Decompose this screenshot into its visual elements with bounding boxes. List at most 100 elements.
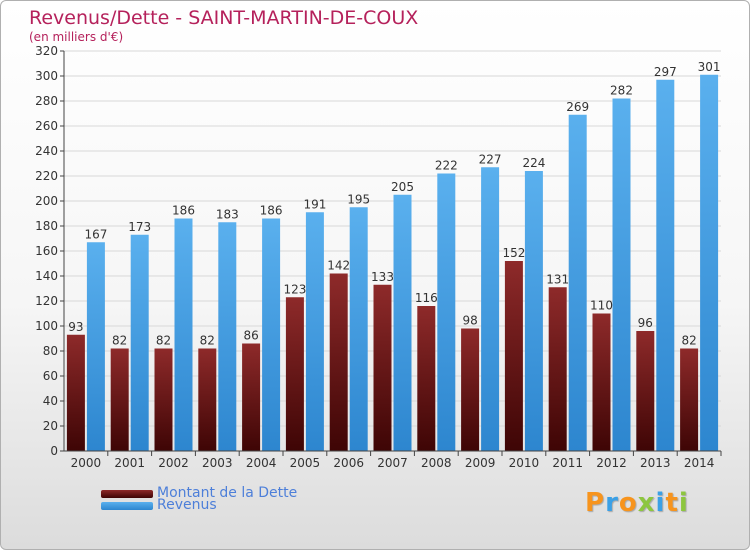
bar-dette-2006 [329,273,348,451]
bar-dette-2009 [461,328,480,451]
x-tick-label-2005: 2005 [290,456,321,470]
y-tick-label: 280 [35,94,58,108]
bar-dette-2008 [417,306,436,451]
bar-revenus-2004 [262,218,281,451]
y-tick-label: 120 [35,294,58,308]
data-label-dette-2000: 93 [68,320,83,334]
legend-label-dette: Montant de la Dette [157,485,298,501]
bar-revenus-2010 [524,171,543,451]
bar-dette-2004 [242,343,261,451]
y-tick-label: 180 [35,219,58,233]
proxiti-logo: Proxiti [585,488,689,518]
bar-revenus-2013 [656,79,675,451]
data-label-dette-2005: 123 [283,282,306,296]
y-tick-label: 160 [35,244,58,258]
x-tick-label-2006: 2006 [333,456,364,470]
bar-dette-2000 [66,334,85,451]
chart-subtitle: (en milliers d'€) [29,30,124,44]
logo-letter: P [585,488,606,518]
data-label-revenus-2009: 227 [479,152,502,166]
data-label-revenus-2013: 297 [654,65,677,79]
bar-revenus-2008 [437,173,456,451]
data-label-dette-2007: 133 [371,270,394,284]
logo-letter: i [655,488,666,518]
data-label-dette-2014: 82 [681,334,696,348]
data-label-dette-2001: 82 [112,334,127,348]
legend-label-revenus: Revenus [157,497,217,513]
data-label-dette-2009: 98 [462,314,477,328]
y-tick-label: 0 [50,444,58,458]
bar-dette-2010 [504,261,523,451]
data-label-dette-2013: 96 [638,316,653,330]
legend-swatch-dette [101,490,153,498]
y-tick-label: 300 [35,69,58,83]
x-tick-label-2003: 2003 [202,456,233,470]
data-label-revenus-2008: 222 [435,159,458,173]
bar-revenus-2005 [305,212,324,451]
bar-revenus-2009 [481,167,500,451]
data-label-revenus-2010: 224 [522,156,545,170]
logo-letter: r [605,488,619,518]
y-tick-label: 240 [35,144,58,158]
bar-revenus-2011 [568,114,587,451]
data-label-revenus-2012: 282 [610,84,633,98]
data-label-dette-2012: 110 [590,299,613,313]
data-label-dette-2010: 152 [502,246,525,260]
data-label-revenus-2002: 186 [172,204,195,218]
x-tick-label-2013: 2013 [640,456,671,470]
x-tick-label-2001: 2001 [114,456,145,470]
data-label-revenus-2006: 195 [347,192,370,206]
y-tick-label: 220 [35,169,58,183]
bar-dette-2013 [636,331,655,451]
bar-revenus-2003 [218,222,237,451]
data-label-dette-2006: 142 [327,259,350,273]
x-tick-label-2014: 2014 [684,456,715,470]
bar-revenus-2001 [130,234,149,451]
x-tick-label-2009: 2009 [465,456,496,470]
bar-revenus-2014 [700,74,719,451]
bar-revenus-2007 [393,194,412,451]
bar-revenus-2002 [174,218,193,451]
bar-revenus-2006 [349,207,368,451]
data-label-revenus-2007: 205 [391,180,414,194]
data-label-revenus-2005: 191 [303,197,326,211]
y-tick-label: 260 [35,119,58,133]
y-tick-label: 80 [43,344,58,358]
bar-revenus-2012 [612,98,631,451]
y-tick-label: 140 [35,269,58,283]
bar-dette-2014 [680,348,699,451]
data-label-dette-2003: 82 [200,334,215,348]
data-label-revenus-2014: 301 [698,60,721,74]
legend-swatch-revenus [101,502,153,510]
y-tick-label: 60 [43,369,58,383]
y-tick-label: 20 [43,419,58,433]
bar-dette-2005 [285,297,304,451]
x-tick-label-2000: 2000 [71,456,102,470]
x-tick-label-2011: 2011 [552,456,583,470]
y-tick-label: 100 [35,319,58,333]
y-tick-label: 320 [35,44,58,58]
bar-dette-2003 [198,348,217,451]
logo-letter: t [665,488,679,518]
bar-dette-2007 [373,284,392,451]
data-label-dette-2011: 131 [546,272,569,286]
x-tick-label-2007: 2007 [377,456,408,470]
data-label-dette-2008: 116 [415,291,438,305]
data-label-revenus-2001: 173 [128,220,151,234]
bar-dette-2001 [110,348,129,451]
data-label-revenus-2011: 269 [566,100,589,114]
x-tick-label-2004: 2004 [246,456,277,470]
x-tick-label-2010: 2010 [509,456,540,470]
data-label-dette-2002: 82 [156,334,171,348]
bar-revenus-2000 [86,242,105,451]
y-tick-label: 40 [43,394,58,408]
y-tick-label: 200 [35,194,58,208]
bar-dette-2011 [548,287,567,451]
x-tick-label-2002: 2002 [158,456,189,470]
logo-letter: i [678,488,689,518]
x-tick-label-2012: 2012 [596,456,627,470]
bar-dette-2002 [154,348,173,451]
logo-letter: x [637,488,656,518]
